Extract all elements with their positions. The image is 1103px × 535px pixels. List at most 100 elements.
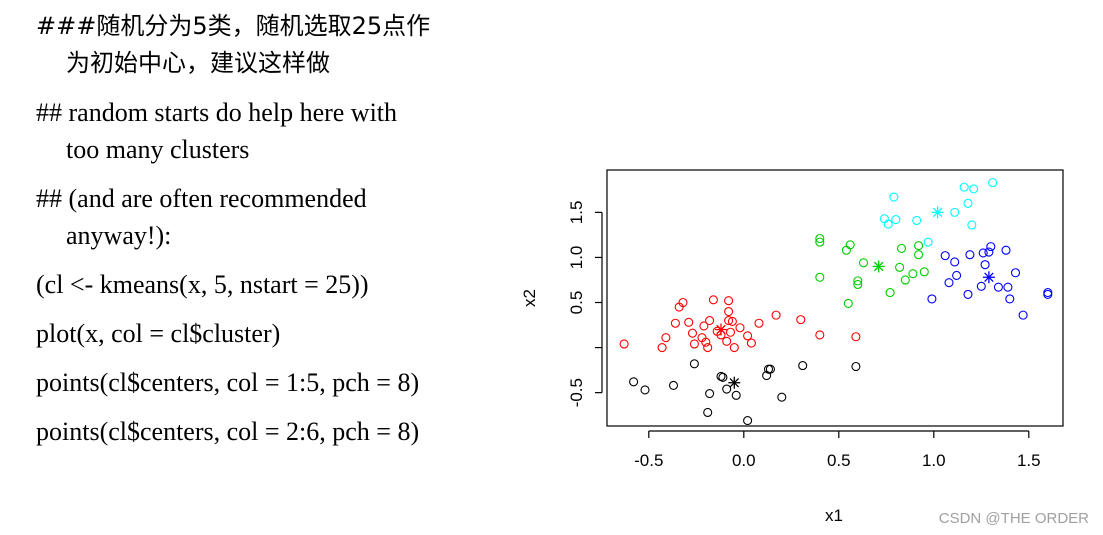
data-point bbox=[754, 318, 764, 328]
data-point bbox=[845, 240, 855, 250]
data-point bbox=[944, 278, 954, 288]
data-point bbox=[986, 242, 996, 252]
kmeans-scatter-plot: -0.5 0.0 0.5 1.0 1.5 -0.5 0.5 1.0 1.5 x1 x2 bbox=[520, 169, 1064, 525]
data-point bbox=[798, 361, 808, 371]
data-point bbox=[629, 377, 639, 387]
data-point bbox=[1043, 289, 1053, 299]
data-point bbox=[701, 337, 711, 347]
data-point bbox=[724, 306, 734, 317]
data-point bbox=[657, 343, 667, 353]
data-point bbox=[853, 276, 863, 286]
data-point bbox=[703, 407, 713, 418]
data-point bbox=[796, 315, 806, 325]
data-point bbox=[1043, 288, 1053, 298]
comment-en-line-1: ## random starts do help here with bbox=[36, 98, 398, 127]
data-point bbox=[952, 270, 962, 281]
code-block: ###随机分为5类，随机选取25点作 为初始中心，建议这样做 ## random… bbox=[36, 8, 556, 450]
scatter-marks bbox=[619, 178, 1053, 426]
data-point bbox=[815, 237, 825, 247]
y-tick-label: 1.5 bbox=[567, 201, 586, 225]
data-point bbox=[722, 384, 732, 394]
comment-zh-line-1: ###随机分为5类，随机选取25点作 bbox=[36, 12, 431, 40]
data-point bbox=[1001, 245, 1011, 255]
code-plot-line: plot(x, col = cl$cluster) bbox=[36, 319, 281, 348]
data-point bbox=[889, 192, 899, 202]
data-point bbox=[765, 364, 775, 374]
data-point bbox=[705, 315, 715, 326]
data-point bbox=[967, 220, 977, 230]
cluster-center-marker bbox=[715, 323, 727, 336]
data-point bbox=[689, 359, 699, 369]
data-point bbox=[993, 282, 1003, 292]
data-point bbox=[708, 295, 718, 305]
data-point bbox=[984, 247, 994, 257]
data-point bbox=[900, 275, 910, 285]
data-point bbox=[879, 214, 889, 224]
y-tick-label: 0.5 bbox=[567, 291, 586, 315]
data-point bbox=[722, 336, 732, 346]
x-tick-label: 0.0 bbox=[732, 451, 756, 470]
comment-en-line-2: too many clusters bbox=[66, 135, 250, 164]
data-point bbox=[908, 269, 918, 279]
x-tick-label: -0.5 bbox=[634, 451, 663, 470]
data-point bbox=[743, 416, 753, 426]
plot-frame bbox=[606, 169, 1064, 427]
cluster-center-marker bbox=[931, 206, 944, 219]
data-point bbox=[1010, 268, 1021, 278]
data-point bbox=[896, 243, 907, 253]
comment-zh-line-2: 为初始中心，建议这样做 bbox=[66, 49, 330, 77]
data-point bbox=[885, 288, 895, 298]
data-point bbox=[950, 257, 960, 267]
data-point bbox=[858, 258, 869, 268]
comment-en-line-3: ## (and are often recommended bbox=[36, 184, 367, 213]
data-point bbox=[729, 343, 739, 353]
data-point bbox=[978, 248, 988, 258]
data-point bbox=[988, 178, 998, 188]
data-point bbox=[914, 241, 924, 251]
data-point bbox=[661, 333, 671, 343]
data-point bbox=[940, 251, 950, 261]
data-point bbox=[718, 372, 728, 382]
data-point bbox=[969, 184, 979, 194]
data-point bbox=[965, 250, 975, 260]
data-point bbox=[963, 289, 973, 299]
data-point bbox=[724, 315, 734, 326]
data-point bbox=[851, 361, 861, 372]
data-point bbox=[743, 331, 753, 341]
data-point bbox=[950, 207, 960, 217]
data-point bbox=[1005, 294, 1015, 304]
data-point bbox=[687, 328, 698, 338]
data-point bbox=[724, 296, 734, 306]
x-tick-label: 1.5 bbox=[1017, 451, 1041, 470]
x-tick-label: 1.0 bbox=[922, 451, 946, 470]
data-point bbox=[684, 317, 694, 327]
data-point bbox=[1003, 282, 1013, 292]
comment-en-line-4: anyway!): bbox=[66, 221, 172, 250]
code-points-line-2: points(cl$centers, col = 2:6, pch = 8) bbox=[36, 417, 420, 446]
cluster-center-marker bbox=[728, 376, 741, 389]
data-point bbox=[815, 330, 825, 340]
data-point bbox=[851, 332, 861, 342]
data-point bbox=[914, 250, 924, 260]
data-point bbox=[927, 294, 937, 304]
data-point bbox=[980, 260, 990, 270]
data-point bbox=[815, 233, 825, 244]
y-tick-label: 1.0 bbox=[567, 246, 586, 270]
data-point bbox=[891, 215, 901, 225]
cluster-center-marker bbox=[982, 271, 995, 284]
data-point bbox=[668, 380, 679, 390]
data-point bbox=[678, 297, 688, 308]
data-point bbox=[923, 237, 933, 247]
data-point bbox=[843, 298, 853, 308]
data-point bbox=[976, 281, 986, 291]
watermark: CSDN @THE ORDER bbox=[938, 510, 1089, 527]
y-tick-label: -0.5 bbox=[567, 378, 586, 407]
data-point bbox=[619, 339, 629, 349]
data-point bbox=[703, 343, 713, 353]
data-point bbox=[919, 267, 929, 277]
cluster-center-marker bbox=[872, 260, 885, 273]
code-points-line-1: points(cl$centers, col = 1:5, pch = 8) bbox=[36, 368, 420, 397]
data-point bbox=[841, 245, 851, 255]
y-axis-label: x2 bbox=[520, 289, 539, 307]
data-point bbox=[912, 215, 922, 226]
